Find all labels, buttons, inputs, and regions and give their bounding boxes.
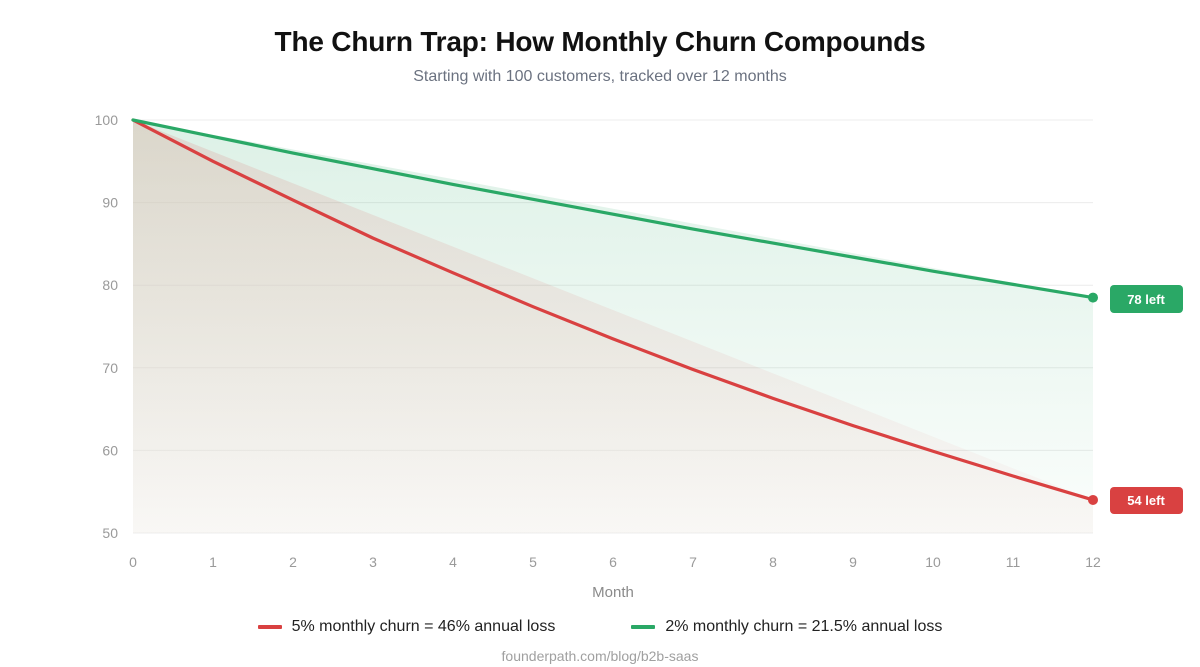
x-tick-label: 3 <box>369 554 377 570</box>
y-tick-label: 90 <box>102 195 118 211</box>
x-axis-label: Month <box>592 584 634 601</box>
x-tick-label: 11 <box>1006 554 1021 570</box>
red-line-swatch-icon <box>257 625 282 629</box>
area-fills <box>133 120 1093 533</box>
y-tick-label: 70 <box>102 360 118 376</box>
chart-subtitle: Starting with 100 customers, tracked ove… <box>413 68 787 85</box>
x-tick-label: 6 <box>609 554 617 570</box>
x-tick-label: 2 <box>289 554 297 570</box>
x-tick-label: 0 <box>129 554 137 570</box>
x-tick-label: 7 <box>689 554 697 570</box>
y-axis-ticks: 100 90 80 70 60 50 <box>95 112 119 541</box>
red-series-line <box>131 118 1095 502</box>
series-lines <box>131 118 1098 505</box>
x-tick-label: 4 <box>449 554 457 570</box>
chart-title: The Churn Trap: How Monthly Churn Compou… <box>274 26 926 57</box>
green-end-point <box>1088 292 1098 303</box>
legend-label-red: 5% monthly churn = 46% annual loss <box>291 618 556 635</box>
source-attribution: founderpath.com/blog/b2b-saas <box>501 648 699 664</box>
x-tick-label: 1 <box>209 554 217 570</box>
red-end-point <box>1088 494 1098 505</box>
red-end-badge: 54 left <box>1110 487 1183 514</box>
y-tick-label: 60 <box>102 442 118 458</box>
y-tick-label: 100 <box>95 112 119 128</box>
x-tick-label: 8 <box>769 554 777 570</box>
y-tick-label: 50 <box>102 525 118 541</box>
x-tick-label: 10 <box>925 554 941 570</box>
y-tick-label: 80 <box>102 277 118 293</box>
legend-item-red: 5% monthly churn = 46% annual loss <box>257 618 556 636</box>
chart-legend: 5% monthly churn = 46% annual loss 2% mo… <box>0 618 1200 636</box>
x-tick-label: 12 <box>1085 554 1101 570</box>
green-badge-text: 78 left <box>1127 292 1165 307</box>
red-badge-text: 54 left <box>1127 493 1165 508</box>
x-tick-label: 9 <box>849 554 857 570</box>
x-tick-label: 5 <box>529 554 537 570</box>
legend-label-green: 2% monthly churn = 21.5% annual loss <box>665 618 943 635</box>
x-axis-ticks: 0 1 2 3 4 5 6 7 8 9 10 11 12 <box>129 554 1101 570</box>
legend-item-green: 2% monthly churn = 21.5% annual loss <box>631 618 942 636</box>
green-end-badge: 78 left <box>1110 285 1183 313</box>
green-line-swatch-icon <box>631 625 656 629</box>
green-series-line <box>131 118 1095 300</box>
